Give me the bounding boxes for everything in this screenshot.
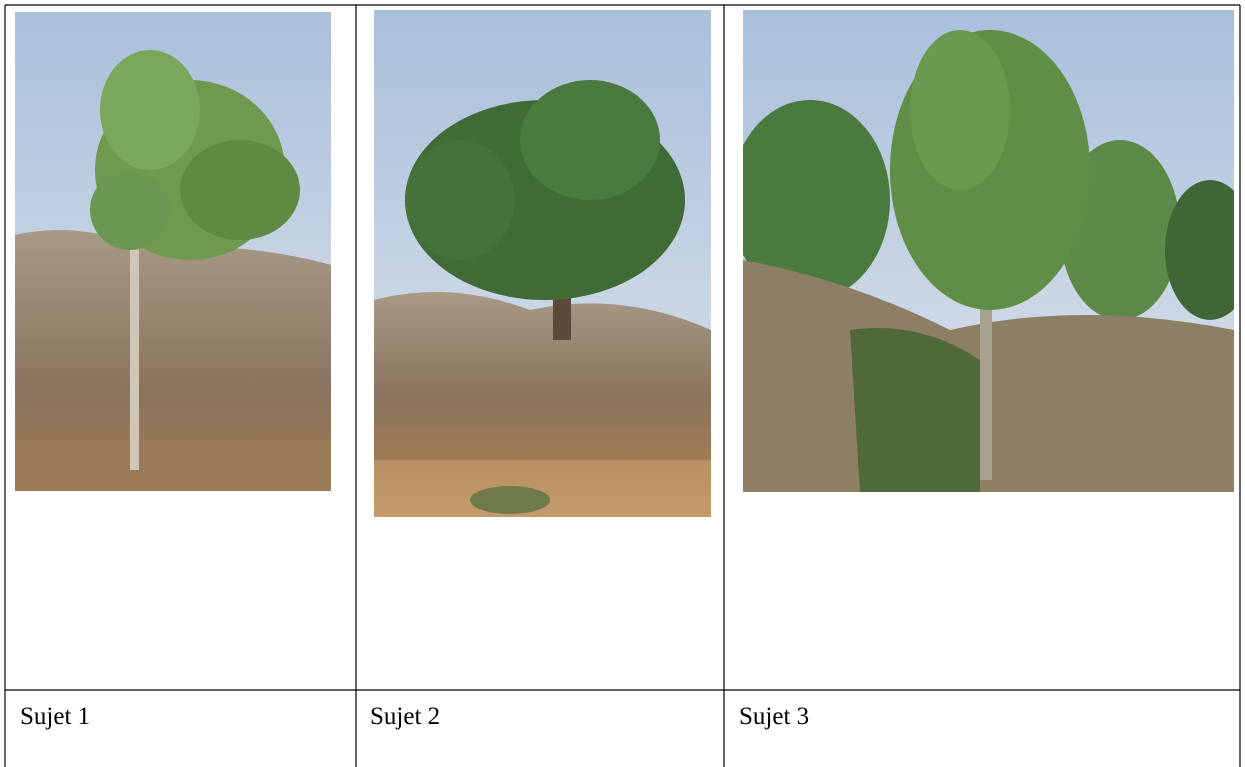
page: Sujet 1 Sujet 2 Sujet 3 (() => { const d… (0, 0, 1245, 767)
photo-2 (374, 10, 711, 517)
photo-3 (730, 10, 1245, 492)
caption: Sujet 3 (739, 703, 809, 730)
caption: Sujet 2 (370, 703, 440, 730)
document-table: Sujet 1 Sujet 2 Sujet 3 (0, 0, 1245, 767)
photo-1 (15, 12, 331, 491)
caption: Sujet 1 (20, 703, 90, 730)
